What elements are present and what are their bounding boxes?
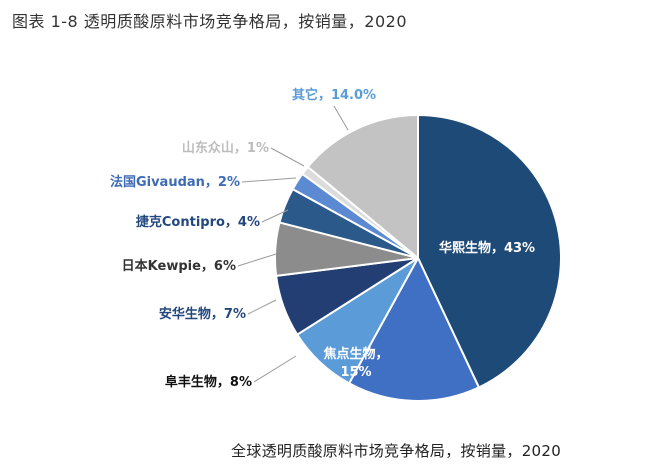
slice-label-法国givaudan: 法国Givaudan，2% bbox=[110, 174, 240, 190]
slice-label-捷克contipro: 捷克Contipro，4% bbox=[136, 214, 260, 230]
chart-caption: 全球透明质酸原料市场竞争格局，按销量，2020 bbox=[231, 442, 562, 460]
slice-label-华熙生物: 华熙生物，43% bbox=[439, 240, 535, 256]
pie-slice-其它 bbox=[306, 113, 419, 261]
slice-label-阜丰生物: 阜丰生物，8% bbox=[165, 374, 252, 390]
leader-line-山东众山 bbox=[270, 147, 305, 167]
slice-label-焦点生物: 焦点生物， 15% bbox=[322, 346, 388, 380]
leader-line-捷克contipro bbox=[261, 209, 289, 223]
slice-label-其它: 其它，14.0% bbox=[292, 87, 376, 103]
leader-line-其它 bbox=[333, 105, 349, 131]
slice-label-日本kewpie: 日本Kewpie，6% bbox=[122, 258, 236, 274]
leader-line-法国givaudan bbox=[241, 177, 297, 183]
slice-labels: 华熙生物，43% 焦点生物， 15% 阜丰生物，8% 安华生物，7% 日本Kewpie，6… bbox=[110, 87, 535, 390]
leader-line-阜丰生物 bbox=[253, 355, 297, 383]
leader-lines bbox=[237, 105, 349, 383]
leader-line-日本kewpie bbox=[237, 253, 277, 267]
figure-title: 图表 1-8 透明质酸原料市场竞争格局，按销量，2020 bbox=[12, 12, 408, 31]
slice-label-山东众山: 山东众山，1% bbox=[182, 140, 269, 156]
pie-slices bbox=[274, 113, 562, 402]
slice-label-安华生物: 安华生物，7% bbox=[159, 306, 246, 322]
leader-line-安华生物 bbox=[247, 299, 277, 315]
pie-slice-华熙生物 bbox=[417, 113, 562, 389]
pie-slice-焦点生物 bbox=[347, 255, 481, 402]
